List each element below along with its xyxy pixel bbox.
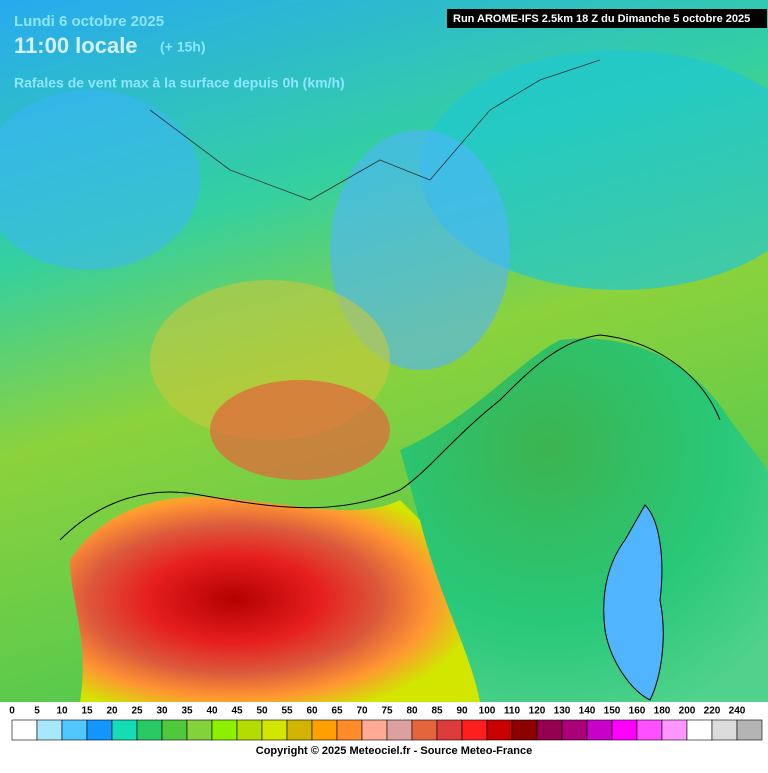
legend-swatch bbox=[261, 719, 288, 741]
legend-label: 65 bbox=[331, 706, 343, 717]
legend-label: 75 bbox=[381, 706, 393, 717]
run-box bbox=[447, 9, 767, 28]
legend-swatch bbox=[461, 719, 488, 741]
legend-label: 20 bbox=[106, 706, 118, 717]
legend-label: 100 bbox=[479, 706, 496, 717]
legend-swatch bbox=[61, 719, 88, 741]
legend-swatch bbox=[36, 719, 63, 741]
legend-swatch bbox=[211, 719, 238, 741]
legend-swatch bbox=[511, 719, 538, 741]
legend: 0 5 10 15 20 25 30 35 40 45 50 55 60 65 70 75 80 85 90 100 1… bbox=[9, 706, 763, 741]
legend-swatch bbox=[411, 719, 438, 741]
legend-swatch bbox=[186, 719, 213, 741]
legend-label: 35 bbox=[181, 706, 193, 717]
legend-label: 50 bbox=[256, 706, 268, 717]
legend-swatch bbox=[136, 719, 163, 741]
legend-swatch bbox=[86, 719, 113, 741]
copyright: Copyright © 2025 Meteociel.fr - Source M… bbox=[256, 745, 532, 757]
legend-label: 200 bbox=[679, 706, 696, 717]
legend-swatch bbox=[361, 719, 388, 741]
legend-swatch bbox=[386, 719, 413, 741]
legend-swatch bbox=[661, 719, 688, 741]
legend-label: 15 bbox=[81, 706, 93, 717]
legend-label: 60 bbox=[306, 706, 318, 717]
legend-label: 110 bbox=[504, 706, 521, 717]
legend-swatch bbox=[686, 719, 713, 741]
subtitle: Rafales de vent max à la surface depuis … bbox=[14, 75, 345, 91]
legend-swatch bbox=[636, 719, 663, 741]
legend-swatch bbox=[336, 719, 363, 741]
legend-label: 45 bbox=[231, 706, 243, 717]
legend-label: 160 bbox=[629, 706, 646, 717]
legend-label: 180 bbox=[654, 706, 671, 717]
legend-swatch bbox=[736, 719, 763, 741]
legend-swatch bbox=[536, 719, 563, 741]
lead: (+ 15h) bbox=[160, 39, 206, 55]
legend-label: 70 bbox=[356, 706, 368, 717]
legend-swatch bbox=[561, 719, 588, 741]
legend-swatch bbox=[236, 719, 263, 741]
map bbox=[0, 0, 768, 702]
legend-label: 120 bbox=[529, 706, 546, 717]
legend-swatch bbox=[286, 719, 313, 741]
legend-label: 25 bbox=[131, 706, 143, 717]
legend-label: 80 bbox=[406, 706, 418, 717]
legend-label: 90 bbox=[456, 706, 468, 717]
legend-swatch bbox=[11, 719, 38, 741]
run-info: Run AROME-IFS 2.5km 18 Z du Dimanche 5 o… bbox=[453, 13, 750, 25]
legend-label: 130 bbox=[554, 706, 571, 717]
legend-label: 150 bbox=[604, 706, 621, 717]
legend-swatch bbox=[611, 719, 638, 741]
legend-swatch bbox=[586, 719, 613, 741]
legend-label: 5 bbox=[34, 706, 40, 717]
legend-label: 55 bbox=[281, 706, 293, 717]
legend-swatch bbox=[711, 719, 738, 741]
legend-swatch bbox=[436, 719, 463, 741]
legend-swatch bbox=[486, 719, 513, 741]
legend-label: 30 bbox=[156, 706, 168, 717]
legend-label: 10 bbox=[56, 706, 68, 717]
date: Lundi 6 octobre 2025 bbox=[14, 13, 164, 30]
legend-swatch bbox=[311, 719, 338, 741]
legend-label: 0 bbox=[9, 706, 15, 717]
legend-label: 85 bbox=[431, 706, 443, 717]
time: 11:00 locale bbox=[14, 33, 138, 58]
legend-swatch bbox=[161, 719, 188, 741]
legend-label: 40 bbox=[206, 706, 218, 717]
legend-label: 220 bbox=[704, 706, 721, 717]
legend-swatch bbox=[111, 719, 138, 741]
legend-label: 240 bbox=[729, 706, 746, 717]
legend-label: 140 bbox=[579, 706, 596, 717]
